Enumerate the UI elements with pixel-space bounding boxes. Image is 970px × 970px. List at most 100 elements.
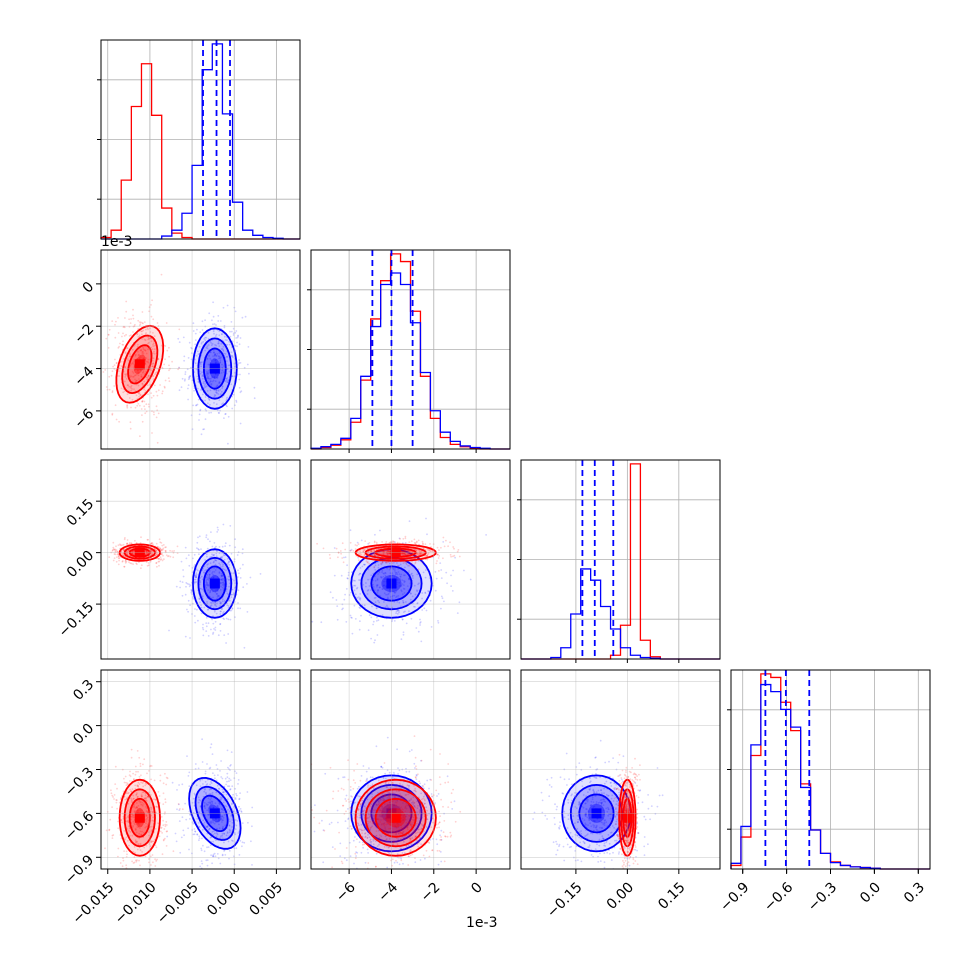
sample-point-blue bbox=[362, 841, 364, 844]
sample-point-red bbox=[139, 809, 142, 812]
sample-point-blue bbox=[358, 785, 360, 788]
sample-point-blue bbox=[220, 585, 222, 588]
sample-point-red bbox=[405, 794, 408, 796]
sample-point-red bbox=[168, 369, 170, 372]
sample-point-red bbox=[133, 861, 136, 864]
sample-point-red bbox=[113, 548, 116, 551]
sample-point-red bbox=[414, 548, 416, 551]
sample-point-blue bbox=[199, 361, 202, 364]
sample-point-red bbox=[152, 816, 155, 819]
sample-point-blue bbox=[212, 561, 215, 564]
sample-point-red bbox=[364, 540, 367, 542]
sample-point-red bbox=[117, 847, 120, 850]
sample-point-blue bbox=[230, 330, 233, 333]
sample-point-blue bbox=[367, 629, 370, 632]
sample-point-blue bbox=[212, 573, 215, 576]
sample-point-red bbox=[154, 344, 156, 347]
sample-point-blue bbox=[213, 376, 216, 379]
sample-point-blue bbox=[227, 415, 230, 418]
sample-point-red bbox=[141, 333, 143, 336]
sample-point-blue bbox=[196, 375, 199, 378]
sample-point-blue bbox=[398, 564, 400, 567]
sample-point-red bbox=[399, 793, 401, 795]
sample-point-blue bbox=[196, 541, 199, 544]
sample-point-blue bbox=[367, 589, 370, 591]
sample-point-red bbox=[157, 358, 160, 361]
sample-point-blue bbox=[201, 341, 203, 344]
sample-point-blue bbox=[192, 330, 195, 332]
sample-point-blue bbox=[451, 590, 454, 592]
sample-point-blue bbox=[223, 850, 226, 852]
sample-point-red bbox=[421, 561, 424, 564]
sample-point-blue bbox=[225, 590, 228, 592]
sample-point-red bbox=[176, 545, 179, 548]
sample-point-red bbox=[354, 846, 357, 848]
sample-point-blue bbox=[384, 777, 387, 780]
sample-point-blue bbox=[206, 357, 209, 360]
sample-point-blue bbox=[404, 580, 406, 583]
sample-point-blue bbox=[218, 562, 221, 565]
sample-point-blue bbox=[400, 585, 403, 588]
sample-point-blue bbox=[359, 805, 362, 808]
sample-point-blue bbox=[403, 581, 406, 584]
sample-point-red bbox=[151, 811, 154, 813]
sample-point-blue bbox=[385, 786, 388, 788]
sample-point-red bbox=[142, 803, 145, 805]
sample-point-blue bbox=[203, 572, 206, 574]
sample-point-blue bbox=[198, 548, 200, 551]
sample-point-red bbox=[155, 405, 158, 408]
sample-point-blue bbox=[238, 359, 241, 361]
contour-blue bbox=[370, 565, 413, 602]
sample-point-blue bbox=[200, 365, 203, 368]
sample-point-blue bbox=[379, 809, 382, 812]
sample-point-blue bbox=[208, 412, 211, 414]
sample-point-red bbox=[415, 765, 417, 768]
sample-point-red bbox=[165, 830, 168, 833]
sample-point-blue bbox=[220, 818, 223, 821]
sample-point-blue bbox=[206, 584, 209, 587]
sample-point-blue bbox=[220, 608, 223, 611]
sample-point-blue bbox=[342, 607, 344, 610]
sample-point-red bbox=[145, 799, 147, 801]
sample-point-red bbox=[366, 837, 369, 839]
sample-point-blue bbox=[396, 579, 399, 581]
sample-point-red bbox=[151, 363, 153, 366]
sample-point-blue bbox=[207, 825, 209, 828]
sample-point-blue bbox=[345, 621, 348, 623]
sample-point-blue bbox=[362, 813, 364, 816]
sample-point-blue bbox=[211, 618, 214, 621]
sample-point-red bbox=[114, 323, 116, 326]
sample-point-blue bbox=[343, 857, 346, 860]
sample-point-blue bbox=[205, 630, 208, 632]
sample-point-red bbox=[408, 822, 411, 825]
sample-point-red bbox=[133, 374, 136, 377]
sample-point-blue bbox=[229, 820, 231, 823]
sample-point-blue bbox=[380, 816, 383, 818]
sample-point-red bbox=[402, 562, 405, 564]
sample-point-blue bbox=[206, 347, 209, 350]
sample-point-blue bbox=[221, 347, 224, 350]
sample-point-blue bbox=[385, 593, 387, 596]
sample-point-blue bbox=[235, 772, 238, 774]
sample-point-blue bbox=[246, 363, 249, 366]
sample-point-red bbox=[450, 555, 452, 558]
sample-point-blue bbox=[212, 772, 214, 775]
sample-point-blue bbox=[207, 377, 210, 379]
sample-point-red bbox=[146, 376, 149, 379]
sample-point-blue bbox=[199, 601, 201, 604]
sample-point-blue bbox=[401, 875, 403, 877]
sample-point-blue bbox=[213, 351, 215, 354]
sample-point-blue bbox=[400, 605, 402, 608]
sample-point-red bbox=[155, 846, 158, 849]
sample-point-blue bbox=[359, 607, 362, 609]
sample-point-blue bbox=[222, 585, 225, 587]
sample-point-blue bbox=[393, 561, 395, 564]
sample-point-red bbox=[136, 840, 139, 843]
sample-point-blue bbox=[221, 853, 224, 856]
sample-point-blue bbox=[340, 574, 343, 577]
sample-point-red bbox=[401, 811, 403, 813]
sample-point-blue bbox=[212, 554, 215, 557]
sample-point-blue bbox=[411, 801, 414, 804]
sample-point-blue bbox=[412, 577, 414, 579]
sample-point-red bbox=[136, 750, 139, 752]
